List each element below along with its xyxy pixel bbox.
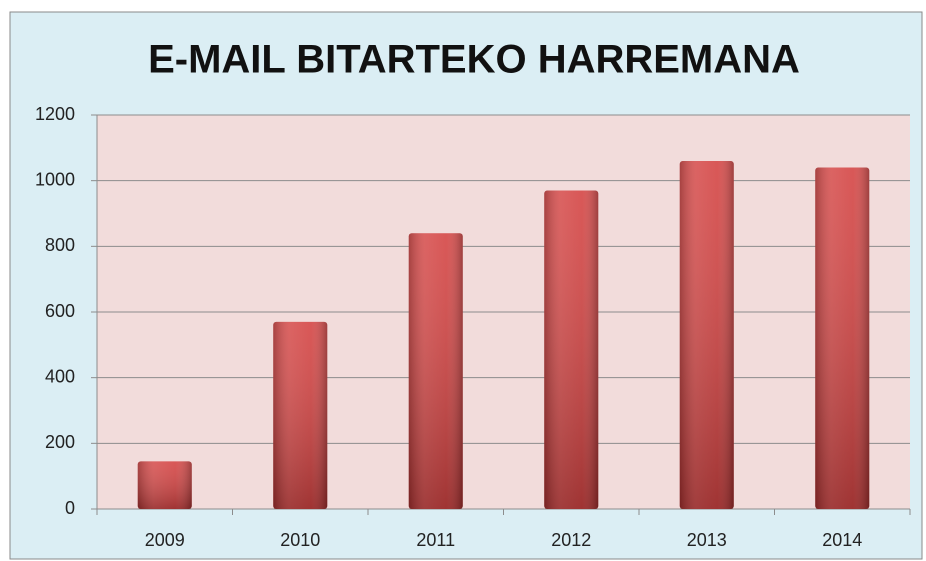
y-tick-label: 1200	[35, 104, 75, 124]
y-tick-label: 0	[65, 498, 75, 518]
y-tick-label: 200	[45, 432, 75, 452]
bar	[815, 167, 870, 510]
bar	[408, 233, 463, 509]
bar	[544, 190, 599, 509]
x-tick-label: 2012	[551, 530, 591, 550]
y-tick-label: 400	[45, 366, 75, 386]
x-tick-label: 2010	[280, 530, 320, 550]
x-tick-label: 2014	[822, 530, 862, 550]
x-tick-label: 2013	[687, 530, 727, 550]
chart-title: E-MAIL BITARTEKO HARREMANA	[148, 38, 800, 82]
y-tick-label: 1000	[35, 169, 75, 189]
x-tick-label: 2011	[416, 530, 455, 550]
bar	[273, 321, 328, 509]
x-tick-label: 2009	[145, 530, 185, 550]
y-tick-label: 600	[45, 301, 75, 321]
y-tick-label: 800	[45, 235, 75, 255]
bar	[137, 461, 192, 509]
bar	[679, 160, 734, 509]
